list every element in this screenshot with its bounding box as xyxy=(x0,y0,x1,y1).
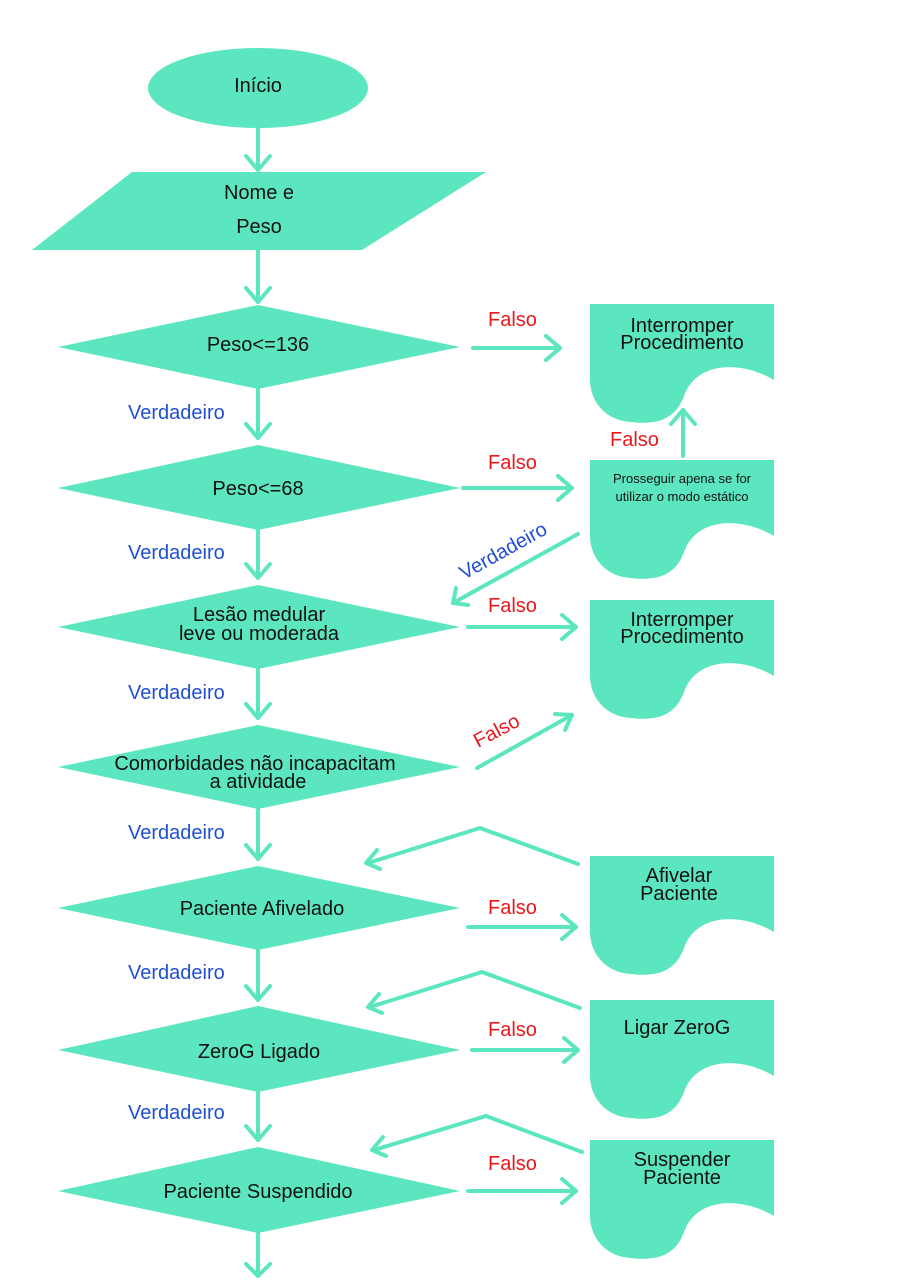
return-arrow-ligar-zerog xyxy=(366,970,582,1015)
decision-paciente-suspendido xyxy=(58,1147,460,1233)
decision-peso-136 xyxy=(58,305,460,389)
arrow-start-to-input xyxy=(244,126,272,172)
true-label-3: Verdadeiro xyxy=(128,682,225,704)
decision-comorbidades-line2: a atividade xyxy=(210,771,307,793)
decision-paciente-suspendido-label: Paciente Suspendido xyxy=(163,1181,352,1203)
false-label-1: Falso xyxy=(488,309,537,331)
arrow-false-d1 xyxy=(471,334,562,362)
false-label-3: Falso xyxy=(488,595,537,617)
arrow-false-d4 xyxy=(475,712,574,770)
input-label-line2: Peso xyxy=(236,216,282,238)
decision-paciente-afivelado-label: Paciente Afivelado xyxy=(180,898,345,920)
false-label-2: Falso xyxy=(488,452,537,474)
arrow-false-d3 xyxy=(466,613,578,641)
decision-peso-68 xyxy=(58,445,460,530)
decision-peso-68-label: Peso<=68 xyxy=(212,478,303,500)
decision-lesao-medular-line2: leve ou moderada xyxy=(179,623,340,645)
doc-suspender xyxy=(590,1140,774,1259)
decision-lesao-medular-line1: Lesão medular xyxy=(193,604,326,626)
doc-afivelar-line1: Afivelar xyxy=(646,865,713,887)
false-label-6: Falso xyxy=(488,1019,537,1041)
doc-prosseguir-line2: utilizar o modo estático xyxy=(616,489,749,504)
arrow-false-prosseguir-up xyxy=(669,408,697,458)
return-arrow-suspender xyxy=(370,1114,584,1158)
doc-interromper-1 xyxy=(590,304,774,423)
arrow-input-to-decision-1 xyxy=(244,248,272,304)
doc-afivelar-line2: Paciente xyxy=(640,883,718,905)
true-label-4: Verdadeiro xyxy=(128,822,225,844)
true-label-1: Verdadeiro xyxy=(128,402,225,424)
doc-interromper-2-line2: Procedimento xyxy=(620,626,743,648)
doc-suspender-line1: Suspender xyxy=(634,1149,731,1171)
decision-lesao-medular xyxy=(58,585,460,669)
false-label-5: Falso xyxy=(488,897,537,919)
doc-afivelar xyxy=(590,856,774,975)
arrow-d3-to-d4 xyxy=(244,667,272,720)
doc-ligar-zerog-line1: Ligar ZeroG xyxy=(624,1017,731,1039)
arrow-false-d2 xyxy=(461,474,574,502)
true-label-6: Verdadeiro xyxy=(128,1102,225,1124)
decision-zerog-ligado-label: ZeroG Ligado xyxy=(198,1041,320,1063)
start-label: Início xyxy=(234,75,282,97)
decision-paciente-afivelado xyxy=(58,866,460,950)
decision-comorbidades-line1: Comorbidades não incapacitam xyxy=(114,753,395,775)
decision-peso-136-label: Peso<=136 xyxy=(207,334,309,356)
doc-prosseguir-line1: Prosseguir apena se for xyxy=(613,471,752,486)
doc-interromper-2-line1: Interromper xyxy=(630,609,734,631)
arrow-d5-to-d6 xyxy=(244,948,272,1002)
arrow-false-d5 xyxy=(466,913,578,941)
arrow-d2-to-d3 xyxy=(244,528,272,580)
arrow-false-d7 xyxy=(466,1177,578,1205)
arrow-false-d6 xyxy=(470,1036,580,1064)
arrow-d4-to-d5 xyxy=(244,807,272,861)
doc-interromper-1-line1: Interromper xyxy=(630,315,734,337)
true-label-5: Verdadeiro xyxy=(128,962,225,984)
input-label-line1: Nome e xyxy=(224,182,294,204)
start-terminator xyxy=(148,48,368,128)
doc-interromper-2 xyxy=(590,600,774,719)
arrow-true-prosseguir-back xyxy=(451,532,580,607)
doc-suspender-line2: Paciente xyxy=(643,1167,721,1189)
return-arrow-afivelar xyxy=(364,826,580,871)
decision-comorbidades xyxy=(58,725,460,809)
doc-interromper-1-line2: Procedimento xyxy=(620,332,743,354)
false-label-7: Falso xyxy=(488,1153,537,1175)
arrow-d7-to-end xyxy=(244,1231,272,1278)
doc-ligar-zerog xyxy=(590,1000,774,1119)
true-label-2: Verdadeiro xyxy=(128,542,225,564)
arrow-d6-to-d7 xyxy=(244,1090,272,1142)
false-label-prosseguir: Falso xyxy=(610,429,659,451)
input-parallelogram xyxy=(32,172,486,250)
decision-zerog-ligado xyxy=(58,1006,460,1092)
doc-prosseguir xyxy=(590,460,774,579)
arrow-d1-to-d2 xyxy=(244,387,272,440)
